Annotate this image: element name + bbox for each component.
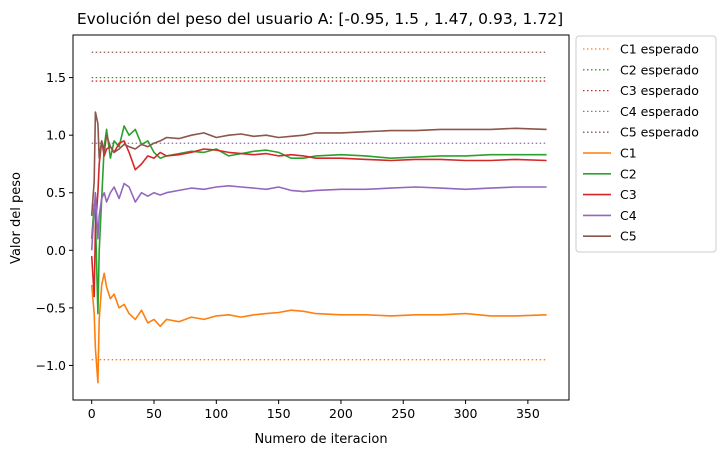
legend-label: C3: [620, 187, 637, 202]
x-tick-label: 250: [391, 406, 415, 421]
plot-frame: [72, 34, 570, 401]
legend-label: C2 esperado: [620, 62, 699, 77]
x-tick-label: 300: [454, 406, 478, 421]
plot-area: [72, 34, 570, 401]
legend-label: C5: [620, 229, 637, 244]
y-axis-label: Valor del peso: [9, 172, 24, 264]
x-tick-label: 100: [204, 406, 228, 421]
series-line-c3: [90, 140, 547, 298]
y-axis: −1.0 −0.5 0.0 0.5 1.0 1.5: [36, 70, 73, 373]
x-axis: 0 50 100 150 200 250 300 350: [88, 400, 540, 421]
legend-label: C1 esperado: [620, 42, 699, 57]
series-lines: [90, 111, 547, 384]
chart-title: Evolución del peso del usuario A: [-0.95…: [77, 10, 563, 28]
series-line-c5: [90, 111, 547, 216]
y-tick-label: 1.0: [46, 128, 66, 143]
x-axis-label: Numero de iteracion: [254, 432, 387, 447]
x-tick-label: 200: [329, 406, 353, 421]
legend-label: C4: [620, 208, 637, 223]
y-tick-label: −0.5: [36, 300, 66, 315]
legend: C1 esperado C2 esperado C3 esperado C4 espe…: [575, 35, 717, 253]
series-line-c1: [90, 272, 547, 384]
y-tick-label: 0.5: [46, 185, 66, 200]
y-tick-label: 1.5: [46, 70, 66, 85]
y-tick-label: −1.0: [36, 358, 66, 373]
y-tick-label: 0.0: [46, 243, 66, 258]
x-tick-label: 50: [146, 406, 162, 421]
legend-frame: [575, 35, 717, 253]
legend-label: C3 esperado: [620, 83, 699, 98]
x-tick-label: 150: [267, 406, 291, 421]
series-line-c4: [90, 182, 547, 251]
x-tick-label: 350: [516, 406, 540, 421]
x-tick-label: 0: [88, 406, 96, 421]
legend-label: C1: [620, 146, 637, 161]
legend-label: C4 esperado: [620, 104, 699, 119]
legend-label: C5 esperado: [620, 125, 699, 140]
legend-label: C2: [620, 166, 637, 181]
